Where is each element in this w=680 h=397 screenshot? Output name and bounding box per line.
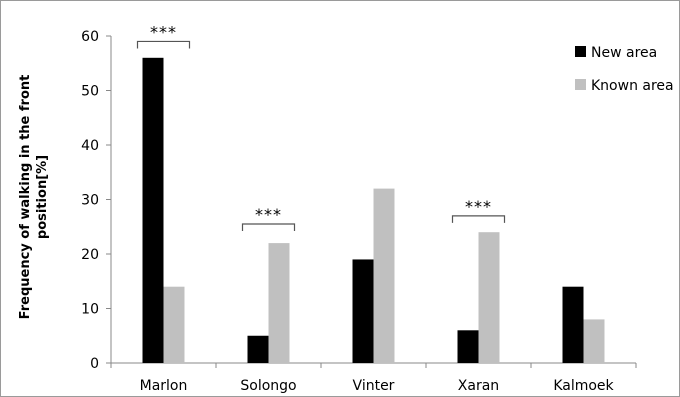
significance-bracket bbox=[451, 215, 506, 223]
y-tick-label: 40 bbox=[81, 138, 99, 154]
bar-known-area bbox=[478, 232, 500, 363]
y-tick-label: 60 bbox=[81, 29, 99, 45]
significance-label: *** bbox=[465, 197, 492, 216]
x-category-label: Marlon bbox=[140, 378, 188, 394]
significance-bracket bbox=[136, 40, 191, 49]
x-category-label: Solongo bbox=[240, 378, 296, 394]
y-axis-title-line-1: Frequency of walking in the front bbox=[18, 75, 33, 320]
y-tick-label: 50 bbox=[81, 84, 99, 100]
bar-known-area bbox=[163, 286, 185, 363]
significance-label: *** bbox=[255, 205, 282, 224]
legend: New area Known area bbox=[575, 45, 674, 94]
y-tick-label: 0 bbox=[90, 356, 99, 372]
bar-new-area bbox=[562, 286, 584, 363]
x-axis: Marlon Solongo Vinter Xaran Kalmoek bbox=[110, 362, 637, 394]
legend-swatch-new-area bbox=[575, 46, 586, 57]
significance-label: *** bbox=[150, 22, 177, 41]
x-category-label: Xaran bbox=[458, 378, 499, 394]
legend-label-known-area: Known area bbox=[591, 78, 674, 94]
significance-annotations: *** *** *** bbox=[136, 22, 506, 232]
legend-label-new-area: New area bbox=[591, 45, 657, 61]
y-axis-title-line-2: position[%] bbox=[35, 155, 50, 239]
y-tick-label: 20 bbox=[81, 247, 99, 263]
significance-bracket bbox=[241, 223, 296, 232]
legend-swatch-known-area bbox=[575, 79, 586, 90]
bar-new-area bbox=[142, 57, 164, 364]
y-axis: 0 10 20 30 40 50 60 bbox=[81, 29, 112, 372]
bar-new-area bbox=[352, 259, 374, 363]
bar-known-area bbox=[583, 319, 605, 363]
y-axis-title: Frequency of walking in the front positi… bbox=[18, 75, 50, 320]
x-category-label: Kalmoek bbox=[553, 378, 614, 394]
x-category-label: Vinter bbox=[353, 378, 395, 394]
bar-new-area bbox=[247, 335, 269, 363]
bars bbox=[142, 57, 605, 364]
bar-new-area bbox=[457, 330, 479, 363]
bar-known-area bbox=[268, 243, 290, 363]
y-tick-label: 30 bbox=[81, 193, 99, 209]
y-tick-label: 10 bbox=[81, 302, 99, 318]
bar-known-area bbox=[373, 188, 395, 363]
